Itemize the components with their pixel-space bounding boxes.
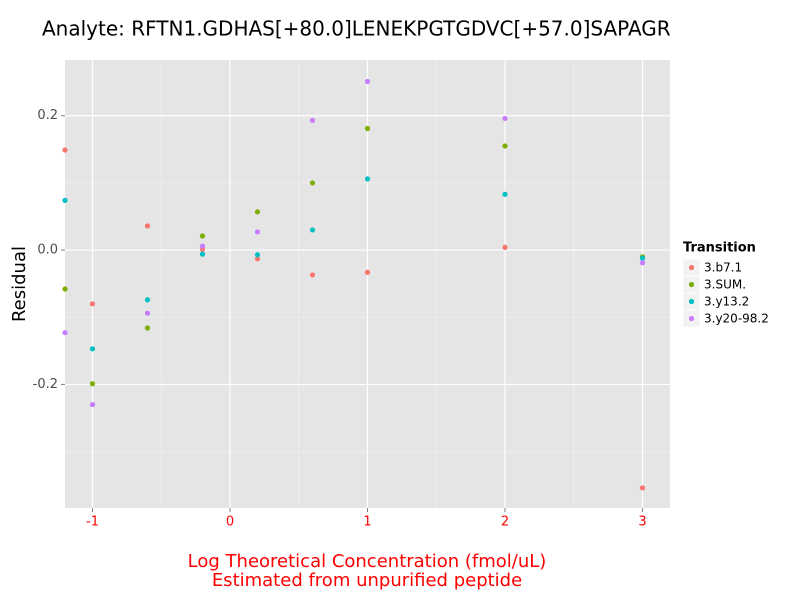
legend-label: 3.SUM. xyxy=(704,278,746,292)
point xyxy=(144,310,151,316)
legend-title: Transition xyxy=(683,241,756,256)
legend-marker xyxy=(688,298,695,305)
point xyxy=(199,243,206,249)
x-axis-label: Estimated from unpurified peptide xyxy=(212,570,522,591)
point xyxy=(62,330,68,336)
point xyxy=(502,191,508,197)
y-tick-label: 0.2 xyxy=(37,108,58,123)
point xyxy=(254,209,261,215)
point xyxy=(364,269,371,275)
point xyxy=(62,147,68,153)
legend-label: 3.y13.2 xyxy=(704,295,749,309)
point xyxy=(254,256,261,262)
point xyxy=(144,223,151,229)
point xyxy=(502,143,508,149)
x-axis-label: Log Theoretical Concentration (fmol/uL) xyxy=(188,551,547,572)
y-axis-label: Residual xyxy=(9,246,30,322)
x-tick-label: 2 xyxy=(501,515,509,530)
legend-label: 3.y20-98.2 xyxy=(704,312,769,326)
x-tick-label: 0 xyxy=(226,515,234,530)
point xyxy=(62,197,68,203)
point xyxy=(364,176,371,182)
point xyxy=(639,260,646,266)
point xyxy=(254,252,261,258)
x-tick-label: 3 xyxy=(638,515,646,530)
chart-title: Analyte: RFTN1.GDHAS[+80.0]LENEKPGTGDVC[… xyxy=(42,17,671,41)
point xyxy=(62,286,68,292)
point xyxy=(502,115,508,122)
point xyxy=(309,227,316,233)
point xyxy=(89,346,96,352)
point xyxy=(639,255,646,261)
point xyxy=(254,229,261,235)
point xyxy=(309,117,316,124)
legend-marker xyxy=(688,264,695,271)
point xyxy=(199,233,206,239)
point xyxy=(309,272,316,278)
point xyxy=(309,180,316,186)
y-tick-label: 0.0 xyxy=(37,243,58,258)
point xyxy=(364,125,371,132)
point xyxy=(639,485,646,491)
point xyxy=(199,251,206,257)
point xyxy=(364,78,371,85)
x-tick-label: 1 xyxy=(363,515,371,530)
legend-marker xyxy=(688,315,695,322)
point xyxy=(144,325,151,331)
point xyxy=(144,297,151,303)
point xyxy=(502,244,508,250)
legend-label: 3.b7.1 xyxy=(704,261,742,275)
point xyxy=(89,381,96,387)
point xyxy=(89,401,96,408)
point xyxy=(89,301,96,307)
x-tick-label: -1 xyxy=(86,515,99,530)
y-tick-label: -0.2 xyxy=(33,377,58,392)
legend-marker xyxy=(688,281,695,288)
